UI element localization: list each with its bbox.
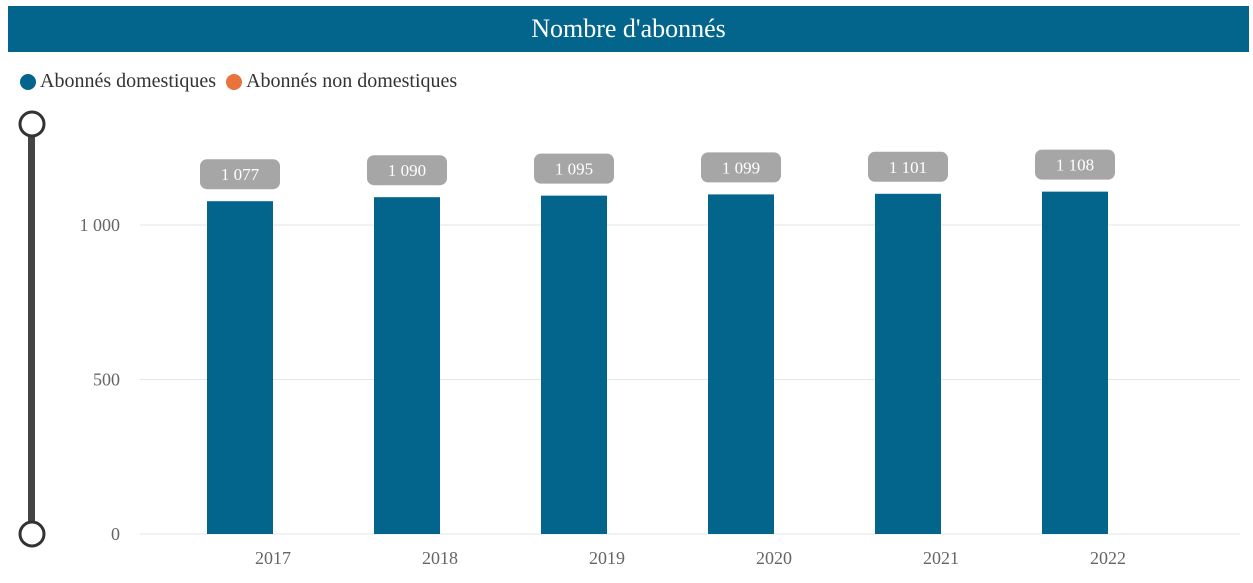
legend-item-domestiques[interactable]: Abonnés domestiques <box>20 70 216 93</box>
legend-label-non-domestiques: Abonnés non domestiques <box>246 70 458 92</box>
legend-dot-non-domestiques <box>226 73 243 90</box>
legend-dot-domestiques <box>20 73 36 90</box>
data-label-2017: 1 077 <box>221 165 260 184</box>
bar-2018[interactable] <box>374 197 440 534</box>
data-label-bg-2017 <box>200 159 280 190</box>
data-label-2019: 1 095 <box>555 160 593 179</box>
x-tick-label-2019: 2019 <box>589 548 625 568</box>
range-slider-handle-bottom[interactable] <box>18 520 46 548</box>
legend-item-non-domestiques[interactable]: Abonnés non domestiques <box>226 70 457 93</box>
x-tick-label-2021: 2021 <box>923 548 959 568</box>
range-slider[interactable] <box>18 110 46 548</box>
data-label-2018: 1 090 <box>388 161 426 180</box>
data-label-bg-2018 <box>367 155 447 186</box>
legend: Abonnés domestiques Abonnés non domestiq… <box>20 70 467 93</box>
bar-2017[interactable] <box>207 201 273 534</box>
range-slider-track <box>28 124 35 534</box>
data-label-2021: 1 101 <box>889 158 927 177</box>
x-tick-label-2022: 2022 <box>1090 548 1126 568</box>
data-label-bg-2022 <box>1035 149 1115 180</box>
data-label-2020: 1 099 <box>722 158 760 177</box>
range-slider-handle-top[interactable] <box>18 110 46 138</box>
bar-2020[interactable] <box>708 194 774 534</box>
data-label-bg-2020 <box>701 152 781 183</box>
y-tick-label: 500 <box>93 370 120 390</box>
y-axis: 0 500 1 000 <box>80 215 121 544</box>
bar-2021[interactable] <box>875 193 941 534</box>
data-labels: 1 077 1 090 1 095 1 099 1 101 1 108 <box>200 149 1115 190</box>
x-axis: 2017 2018 2019 2020 2021 2022 <box>255 548 1126 568</box>
x-tick-label-2017: 2017 <box>255 548 291 568</box>
chart-title: Nombre d'abonnés <box>8 6 1249 52</box>
data-label-2022: 1 108 <box>1056 156 1094 175</box>
bar-2019[interactable] <box>541 195 607 534</box>
data-label-bg-2021 <box>868 151 948 182</box>
bar-2022[interactable] <box>1042 191 1108 535</box>
y-tick-label: 0 <box>111 524 120 544</box>
x-tick-label-2020: 2020 <box>756 548 792 568</box>
x-tick-label-2018: 2018 <box>422 548 458 568</box>
legend-label-domestiques: Abonnés domestiques <box>40 70 217 92</box>
data-label-bg-2019 <box>534 153 614 184</box>
y-tick-label: 1 000 <box>80 215 121 235</box>
bars <box>207 191 1108 535</box>
